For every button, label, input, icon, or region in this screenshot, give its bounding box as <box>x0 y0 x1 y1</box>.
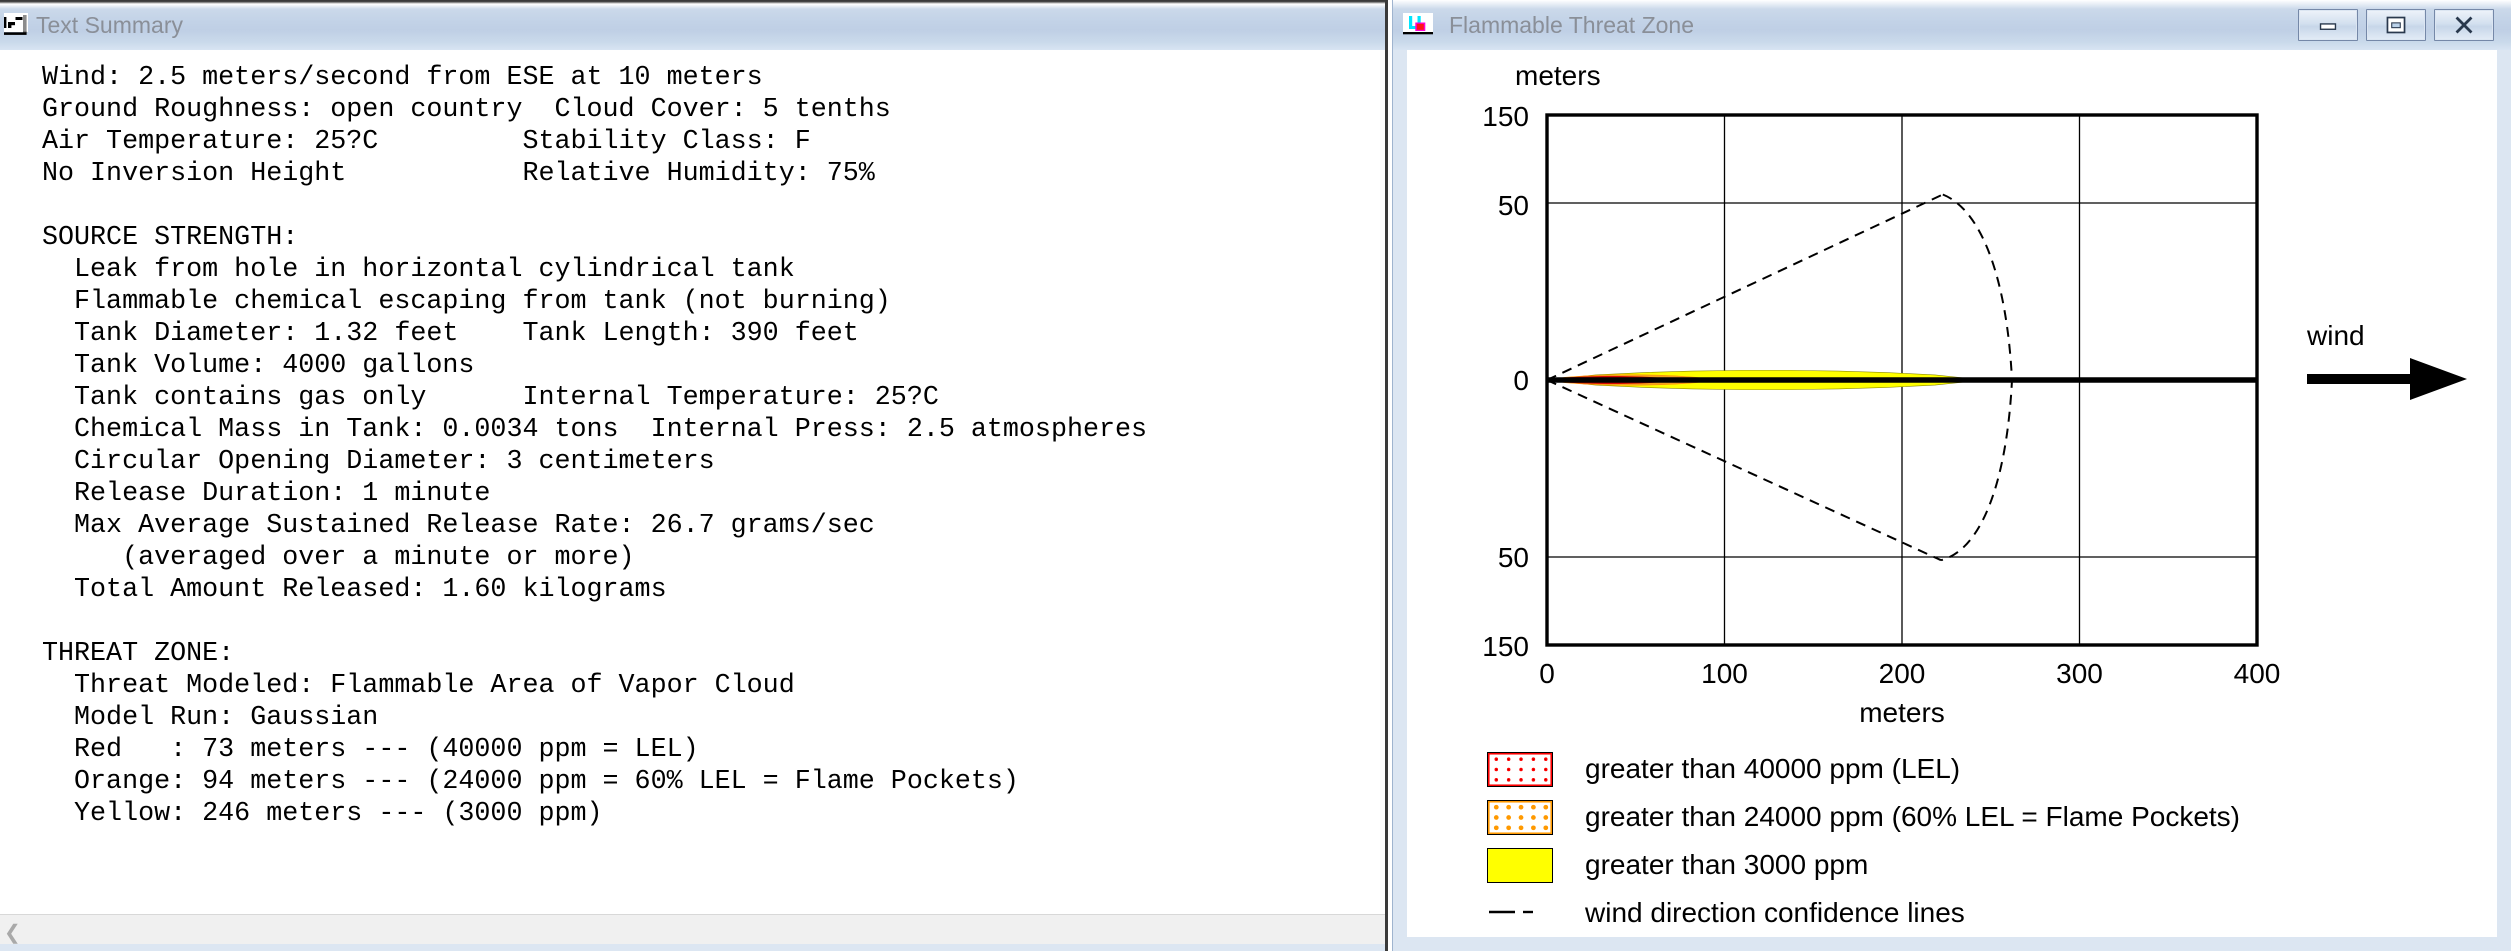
svg-text:300: 300 <box>2056 658 2103 689</box>
svg-text:meters: meters <box>1859 697 1945 728</box>
svg-text:0: 0 <box>1539 658 1555 689</box>
svg-text:meters: meters <box>1515 60 1601 91</box>
svg-text:200: 200 <box>1879 658 1926 689</box>
svg-text:0: 0 <box>1513 365 1529 396</box>
svg-text:50: 50 <box>1498 190 1529 221</box>
svg-text:50: 50 <box>1498 542 1529 573</box>
svg-text:100: 100 <box>1701 658 1748 689</box>
svg-text:400: 400 <box>2234 658 2281 689</box>
svg-text:150: 150 <box>1482 101 1529 132</box>
svg-text:150: 150 <box>1482 631 1529 662</box>
svg-text:wind: wind <box>2307 320 2365 351</box>
